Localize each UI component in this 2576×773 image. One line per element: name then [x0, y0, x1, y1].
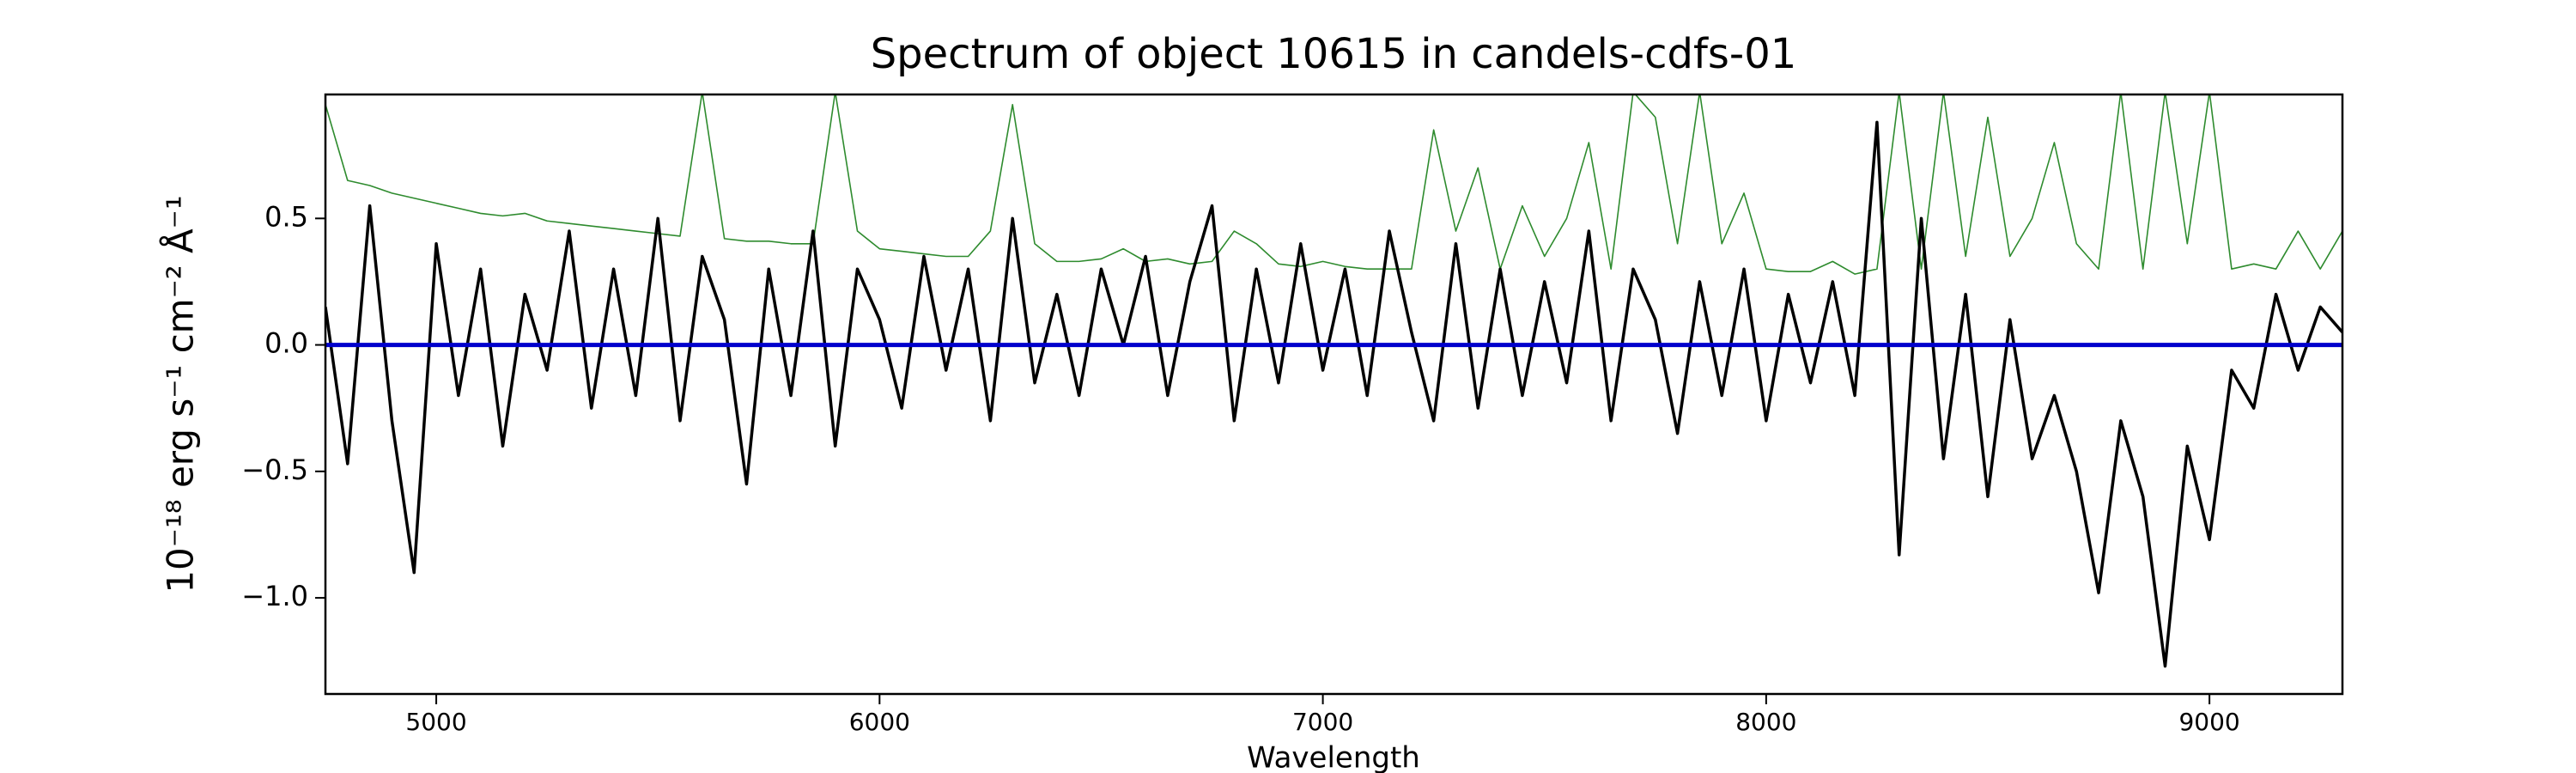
plot-frame — [324, 93, 2344, 696]
x-tick-label: 9000 — [2178, 708, 2239, 736]
plot-area — [325, 94, 2342, 668]
y-tick-label: 0.0 — [264, 327, 308, 360]
x-tick-label: 6000 — [849, 708, 910, 736]
x-tick-label: 5000 — [405, 708, 466, 736]
y-axis-label: 10⁻¹⁸ erg s⁻¹ cm⁻² Å⁻¹ — [159, 195, 202, 593]
y-tick-label: −1.0 — [241, 580, 308, 612]
x-tick-label: 7000 — [1292, 708, 1353, 736]
y-tick-label: 0.5 — [264, 200, 308, 233]
y-tick-label: −0.5 — [241, 453, 308, 486]
x-axis-label: Wavelength — [1247, 741, 1420, 773]
spectrum-line — [325, 120, 2342, 668]
x-tick-label: 8000 — [1735, 708, 1796, 736]
spectrum-line — [325, 94, 2342, 275]
chart-title: Spectrum of object 10615 in candels-cdfs… — [871, 30, 1797, 78]
